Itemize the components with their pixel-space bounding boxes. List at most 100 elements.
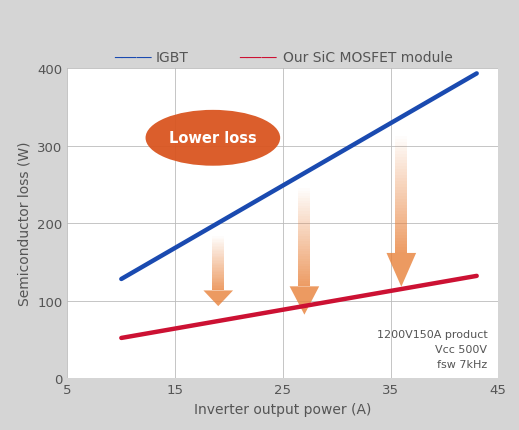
Polygon shape <box>395 155 407 158</box>
Polygon shape <box>298 206 310 209</box>
Polygon shape <box>212 253 224 255</box>
Polygon shape <box>395 164 407 167</box>
Polygon shape <box>395 149 407 152</box>
Polygon shape <box>298 254 310 257</box>
Polygon shape <box>298 231 310 234</box>
Polygon shape <box>212 240 224 241</box>
Polygon shape <box>212 246 224 248</box>
Polygon shape <box>395 170 407 173</box>
Ellipse shape <box>145 111 280 166</box>
Polygon shape <box>298 274 310 276</box>
Polygon shape <box>395 143 407 146</box>
Polygon shape <box>298 197 310 199</box>
Y-axis label: Semiconductor loss (W): Semiconductor loss (W) <box>18 141 32 306</box>
Polygon shape <box>395 161 407 164</box>
Polygon shape <box>395 241 407 244</box>
Polygon shape <box>298 246 310 249</box>
Polygon shape <box>212 274 224 276</box>
Polygon shape <box>212 289 224 291</box>
Polygon shape <box>395 158 407 161</box>
Polygon shape <box>212 266 224 267</box>
Polygon shape <box>395 167 407 170</box>
Polygon shape <box>395 175 407 178</box>
Text: Lower loss: Lower loss <box>169 131 257 146</box>
Polygon shape <box>212 259 224 260</box>
Polygon shape <box>290 287 319 315</box>
Polygon shape <box>212 271 224 273</box>
Polygon shape <box>395 190 407 194</box>
Polygon shape <box>212 248 224 249</box>
Polygon shape <box>395 221 407 224</box>
Polygon shape <box>298 234 310 237</box>
Polygon shape <box>395 233 407 235</box>
Polygon shape <box>395 187 407 190</box>
Polygon shape <box>212 273 224 274</box>
Polygon shape <box>395 235 407 238</box>
Polygon shape <box>387 253 416 287</box>
Polygon shape <box>298 249 310 252</box>
Polygon shape <box>395 203 407 206</box>
Polygon shape <box>395 197 407 200</box>
Text: ─────: ───── <box>239 52 276 64</box>
Polygon shape <box>212 270 224 271</box>
Polygon shape <box>298 272 310 274</box>
Polygon shape <box>395 212 407 215</box>
Polygon shape <box>212 284 224 285</box>
Polygon shape <box>212 286 224 288</box>
Polygon shape <box>298 252 310 254</box>
Polygon shape <box>395 244 407 247</box>
Polygon shape <box>395 247 407 250</box>
Polygon shape <box>298 284 310 287</box>
Polygon shape <box>203 291 233 307</box>
Polygon shape <box>212 281 224 283</box>
Polygon shape <box>395 184 407 187</box>
Polygon shape <box>212 288 224 289</box>
Polygon shape <box>298 259 310 261</box>
Polygon shape <box>395 209 407 212</box>
Polygon shape <box>212 263 224 264</box>
Polygon shape <box>212 242 224 243</box>
Polygon shape <box>298 242 310 244</box>
Text: IGBT: IGBT <box>156 51 188 65</box>
Polygon shape <box>395 146 407 149</box>
Polygon shape <box>212 245 224 246</box>
Polygon shape <box>212 269 224 270</box>
Polygon shape <box>298 194 310 197</box>
Polygon shape <box>298 217 310 219</box>
Polygon shape <box>298 229 310 231</box>
Polygon shape <box>395 200 407 203</box>
Polygon shape <box>395 227 407 230</box>
Polygon shape <box>212 258 224 259</box>
Polygon shape <box>212 243 224 245</box>
Polygon shape <box>395 238 407 241</box>
Polygon shape <box>298 221 310 224</box>
Polygon shape <box>298 209 310 212</box>
Polygon shape <box>212 280 224 281</box>
Polygon shape <box>212 283 224 284</box>
Polygon shape <box>298 239 310 242</box>
Polygon shape <box>395 206 407 209</box>
Polygon shape <box>298 227 310 229</box>
Polygon shape <box>298 202 310 204</box>
Polygon shape <box>395 224 407 227</box>
Polygon shape <box>395 178 407 181</box>
Polygon shape <box>298 214 310 217</box>
Polygon shape <box>395 181 407 184</box>
Polygon shape <box>212 276 224 277</box>
Polygon shape <box>212 285 224 286</box>
Text: Our SiC MOSFET module: Our SiC MOSFET module <box>283 51 453 65</box>
Polygon shape <box>212 264 224 266</box>
Polygon shape <box>298 237 310 239</box>
Polygon shape <box>395 194 407 197</box>
Polygon shape <box>298 276 310 279</box>
Polygon shape <box>298 269 310 272</box>
Polygon shape <box>212 251 224 252</box>
Polygon shape <box>212 277 224 278</box>
Polygon shape <box>212 252 224 253</box>
Polygon shape <box>298 279 310 282</box>
Polygon shape <box>298 224 310 227</box>
Polygon shape <box>212 255 224 256</box>
Polygon shape <box>395 152 407 155</box>
Polygon shape <box>298 204 310 206</box>
Polygon shape <box>212 278 224 280</box>
